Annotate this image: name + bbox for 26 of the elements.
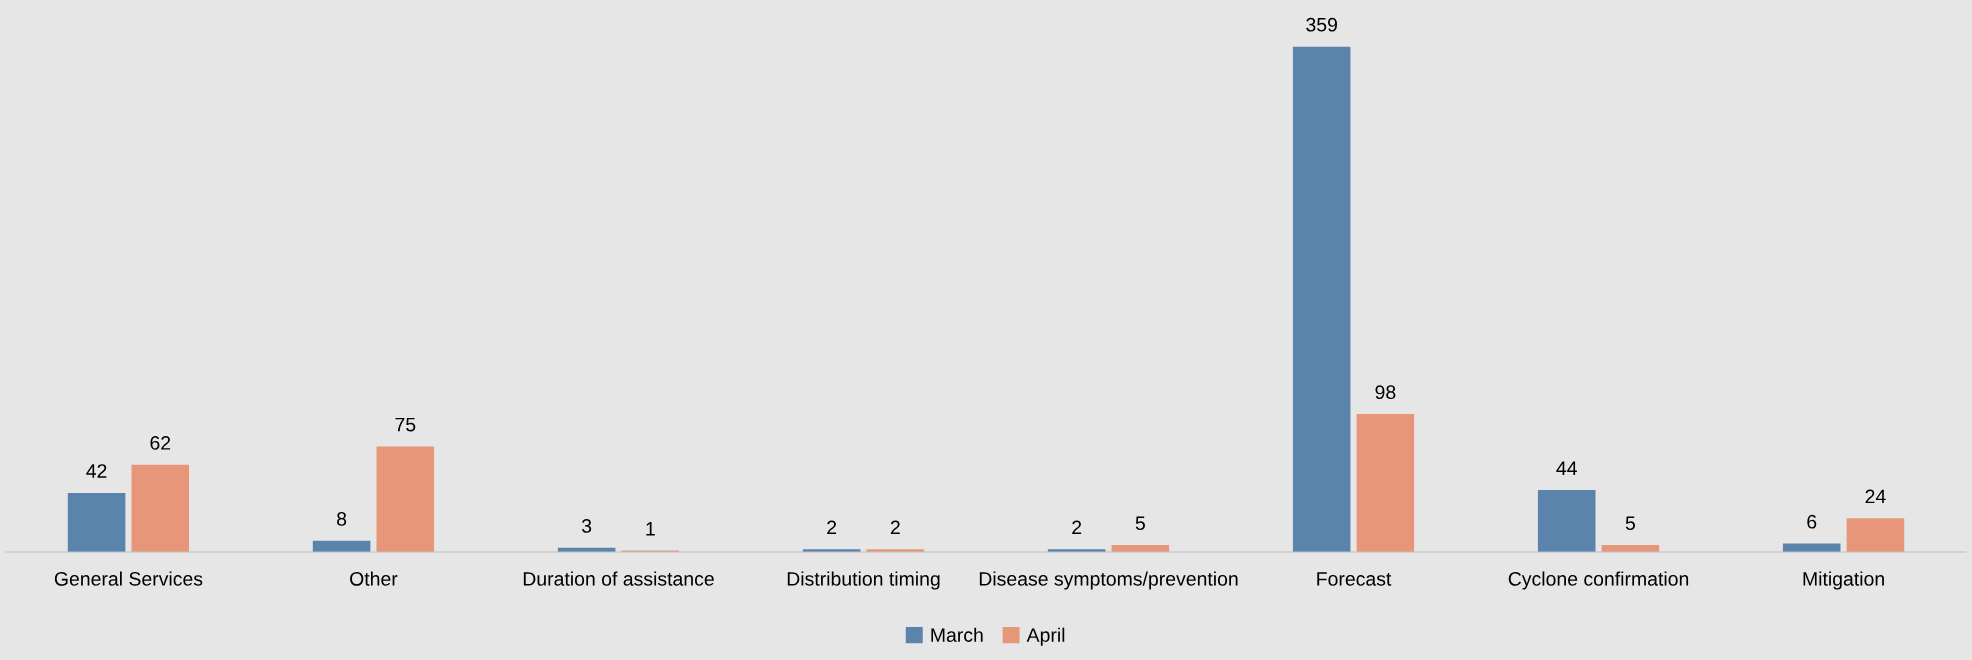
data-label: 75	[395, 417, 416, 432]
data-label: 2	[890, 520, 900, 535]
x-tick-label: Duration of assistance	[523, 571, 714, 586]
x-tick-label: Other	[350, 571, 398, 586]
data-label: 5	[1625, 516, 1635, 531]
x-tick-label: Forecast	[1317, 572, 1392, 586]
data-label: 1	[646, 522, 655, 536]
data-label: 42	[86, 464, 107, 478]
data-label: 2	[1072, 520, 1082, 535]
x-tick-label: Distribution timing	[787, 571, 940, 590]
x-tick-label: Cyclone confirmation	[1508, 571, 1689, 590]
x-tick-label: General Services	[54, 571, 203, 586]
data-label: 6	[1807, 514, 1817, 529]
data-label: 359	[1306, 17, 1337, 32]
data-label: 8	[337, 512, 347, 526]
data-label: 24	[1865, 489, 1886, 504]
data-label: 44	[1556, 461, 1577, 475]
data-label: 98	[1375, 385, 1396, 400]
legend-label: April	[1026, 627, 1065, 646]
legend-label: March	[931, 627, 983, 642]
x-tick-label: Mitigation	[1803, 571, 1884, 590]
x-tick-label: Disease symptoms/prevention	[979, 571, 1238, 590]
data-label: 2	[827, 520, 837, 535]
data-label: 3	[581, 519, 592, 533]
data-label: 5	[1135, 516, 1145, 531]
data-label: 62	[150, 436, 171, 450]
